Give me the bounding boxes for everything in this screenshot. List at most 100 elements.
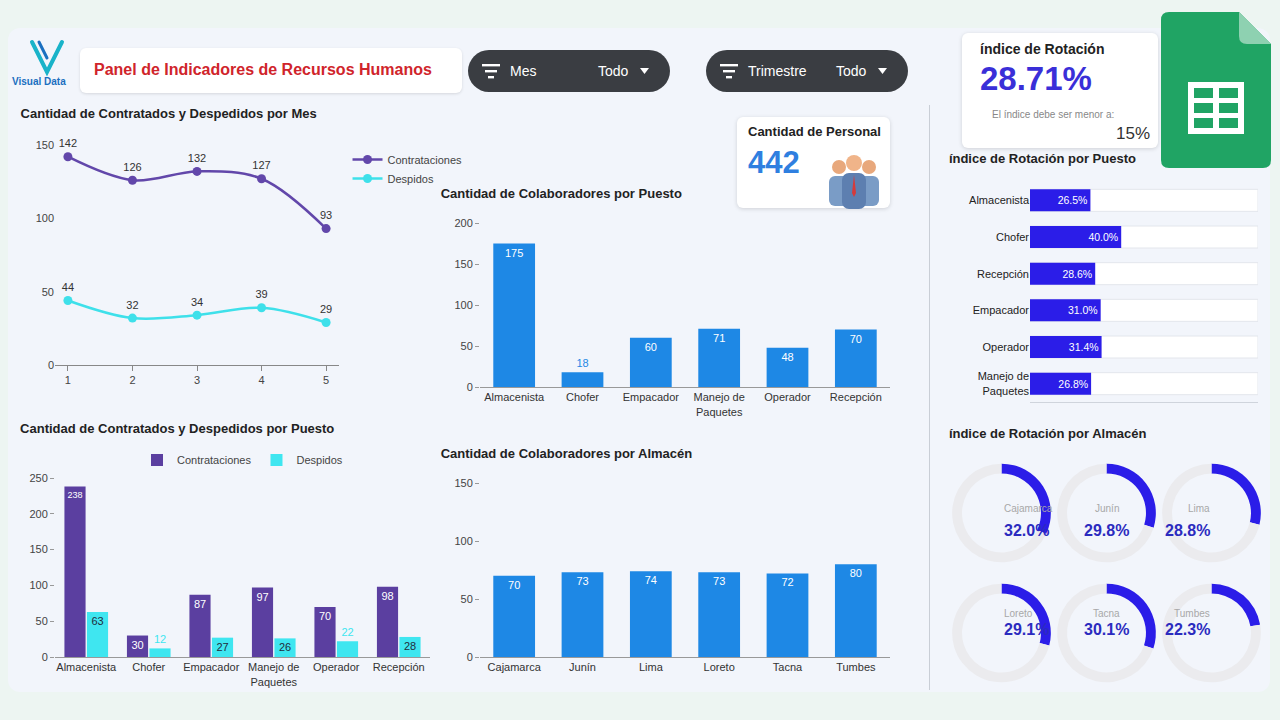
svg-text:98: 98 — [381, 590, 393, 602]
svg-text:Chofer: Chofer — [566, 391, 599, 403]
svg-text:Loreto: Loreto — [704, 661, 735, 673]
svg-text:Tumbes: Tumbes — [836, 661, 876, 673]
svg-text:Lima: Lima — [639, 661, 664, 673]
svg-text:28: 28 — [404, 640, 416, 652]
svg-text:26.8%: 26.8% — [1058, 378, 1088, 390]
svg-text:Junín: Junín — [569, 661, 596, 673]
svg-text:1: 1 — [65, 374, 71, 386]
svg-text:73: 73 — [713, 575, 725, 587]
svg-text:Cajamarca: Cajamarca — [1004, 503, 1053, 514]
svg-text:Tumbes: Tumbes — [1174, 608, 1210, 619]
svg-text:238: 238 — [67, 490, 82, 500]
svg-text:Empacador: Empacador — [183, 661, 240, 673]
svg-text:5: 5 — [323, 374, 329, 386]
svg-text:31.4%: 31.4% — [1069, 341, 1099, 353]
svg-text:Recepción: Recepción — [830, 391, 882, 403]
svg-text:22: 22 — [341, 626, 353, 638]
svg-text:28.6%: 28.6% — [1062, 268, 1092, 280]
svg-text:70: 70 — [508, 579, 520, 591]
svg-text:70: 70 — [850, 333, 862, 345]
svg-text:Operador: Operador — [983, 341, 1030, 353]
svg-text:175: 175 — [505, 247, 523, 259]
svg-text:0: 0 — [42, 651, 48, 663]
svg-text:Manejo dePaquetes: Manejo dePaquetes — [693, 391, 744, 417]
svg-text:29: 29 — [320, 303, 332, 315]
svg-text:Cantidad de Contratados y Desp: Cantidad de Contratados y Despedidos por… — [20, 421, 334, 436]
svg-text:Almacenista: Almacenista — [484, 391, 545, 403]
svg-text:0: 0 — [467, 651, 473, 663]
svg-text:40.0%: 40.0% — [1088, 231, 1118, 243]
svg-text:22.3%: 22.3% — [1165, 621, 1210, 638]
svg-text:Recepción: Recepción — [977, 268, 1029, 280]
svg-text:Chofer: Chofer — [132, 661, 165, 673]
svg-text:índice de Rotación por Almacén: índice de Rotación por Almacén — [949, 426, 1147, 441]
svg-text:250: 250 — [29, 472, 47, 484]
svg-text:12: 12 — [154, 633, 166, 645]
svg-text:29.1%: 29.1% — [1004, 621, 1049, 638]
svg-text:Manejo dePaquetes: Manejo dePaquetes — [978, 370, 1030, 396]
svg-text:Contrataciones: Contrataciones — [177, 454, 251, 466]
svg-text:28.8%: 28.8% — [1165, 522, 1210, 539]
svg-text:200: 200 — [454, 217, 472, 229]
svg-text:50: 50 — [461, 340, 473, 352]
svg-text:Empacador: Empacador — [973, 304, 1030, 316]
svg-text:29.8%: 29.8% — [1084, 522, 1129, 539]
svg-text:73: 73 — [576, 575, 588, 587]
svg-text:Loreto: Loreto — [1004, 608, 1033, 619]
svg-text:26: 26 — [279, 641, 291, 653]
svg-text:Cantidad de Colaboradores por: Cantidad de Colaboradores por Almacén — [441, 446, 693, 461]
svg-text:32: 32 — [126, 299, 138, 311]
svg-text:50: 50 — [461, 593, 473, 605]
svg-text:126: 126 — [123, 161, 141, 173]
svg-text:30: 30 — [131, 639, 143, 651]
svg-text:Despidos: Despidos — [296, 454, 342, 466]
svg-text:27: 27 — [216, 641, 228, 653]
svg-text:150: 150 — [29, 543, 47, 555]
svg-text:63: 63 — [91, 615, 103, 627]
svg-text:3: 3 — [194, 374, 200, 386]
svg-text:60: 60 — [645, 341, 657, 353]
svg-text:87: 87 — [194, 598, 206, 610]
svg-text:Cajamarca: Cajamarca — [488, 661, 542, 673]
svg-text:39: 39 — [255, 288, 267, 300]
svg-text:100: 100 — [29, 579, 47, 591]
svg-text:Chofer: Chofer — [996, 231, 1029, 243]
svg-text:índice de Rotación por Puesto: índice de Rotación por Puesto — [949, 151, 1136, 166]
svg-text:50: 50 — [42, 286, 54, 298]
svg-text:4: 4 — [258, 374, 264, 386]
svg-text:Operador: Operador — [313, 661, 360, 673]
svg-text:100: 100 — [36, 212, 54, 224]
svg-text:71: 71 — [713, 332, 725, 344]
svg-text:Cantidad de Colaboradores por: Cantidad de Colaboradores por Puesto — [441, 186, 682, 201]
svg-text:150: 150 — [36, 139, 54, 151]
svg-text:Almacenista: Almacenista — [56, 661, 117, 673]
svg-text:97: 97 — [256, 591, 268, 603]
svg-text:2: 2 — [129, 374, 135, 386]
svg-text:31.0%: 31.0% — [1068, 304, 1098, 316]
svg-text:Manejo dePaquetes: Manejo dePaquetes — [248, 661, 299, 687]
svg-text:Empacador: Empacador — [623, 391, 680, 403]
svg-text:Lima: Lima — [1188, 503, 1210, 514]
svg-text:150: 150 — [454, 258, 472, 270]
svg-text:26.5%: 26.5% — [1058, 194, 1088, 206]
svg-text:44: 44 — [62, 281, 74, 293]
svg-text:Tacna: Tacna — [773, 661, 803, 673]
svg-text:72: 72 — [781, 576, 793, 588]
svg-text:Operador: Operador — [764, 391, 811, 403]
svg-text:18: 18 — [576, 357, 588, 369]
svg-text:Despidos: Despidos — [388, 173, 434, 185]
svg-text:32.0%: 32.0% — [1004, 522, 1049, 539]
svg-text:0: 0 — [48, 359, 54, 371]
svg-text:Almacenista: Almacenista — [969, 194, 1030, 206]
svg-text:0: 0 — [467, 381, 473, 393]
svg-text:100: 100 — [454, 535, 472, 547]
svg-text:48: 48 — [781, 351, 793, 363]
svg-text:34: 34 — [191, 296, 203, 308]
svg-text:Tacna: Tacna — [1093, 608, 1120, 619]
svg-text:74: 74 — [645, 574, 657, 586]
svg-text:Cantidad de Contratados y Desp: Cantidad de Contratados y Despedidos por… — [21, 106, 317, 121]
svg-text:142: 142 — [59, 137, 77, 149]
svg-text:132: 132 — [188, 152, 206, 164]
svg-text:30.1%: 30.1% — [1084, 621, 1129, 638]
svg-text:80: 80 — [850, 567, 862, 579]
